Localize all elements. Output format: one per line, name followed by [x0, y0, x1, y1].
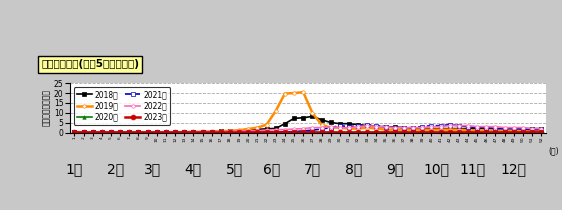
Y-axis label: 定点当たり報告数: 定点当たり報告数 [42, 89, 51, 126]
Legend: 2018年, 2019年, 2020年, 2021年, 2022年, 2023年: 2018年, 2019年, 2020年, 2021年, 2022年, 2023年 [74, 87, 170, 125]
Text: 週別発生動向(過去5年との比較): 週別発生動向(過去5年との比較) [41, 59, 139, 70]
Text: (週): (週) [549, 146, 559, 155]
